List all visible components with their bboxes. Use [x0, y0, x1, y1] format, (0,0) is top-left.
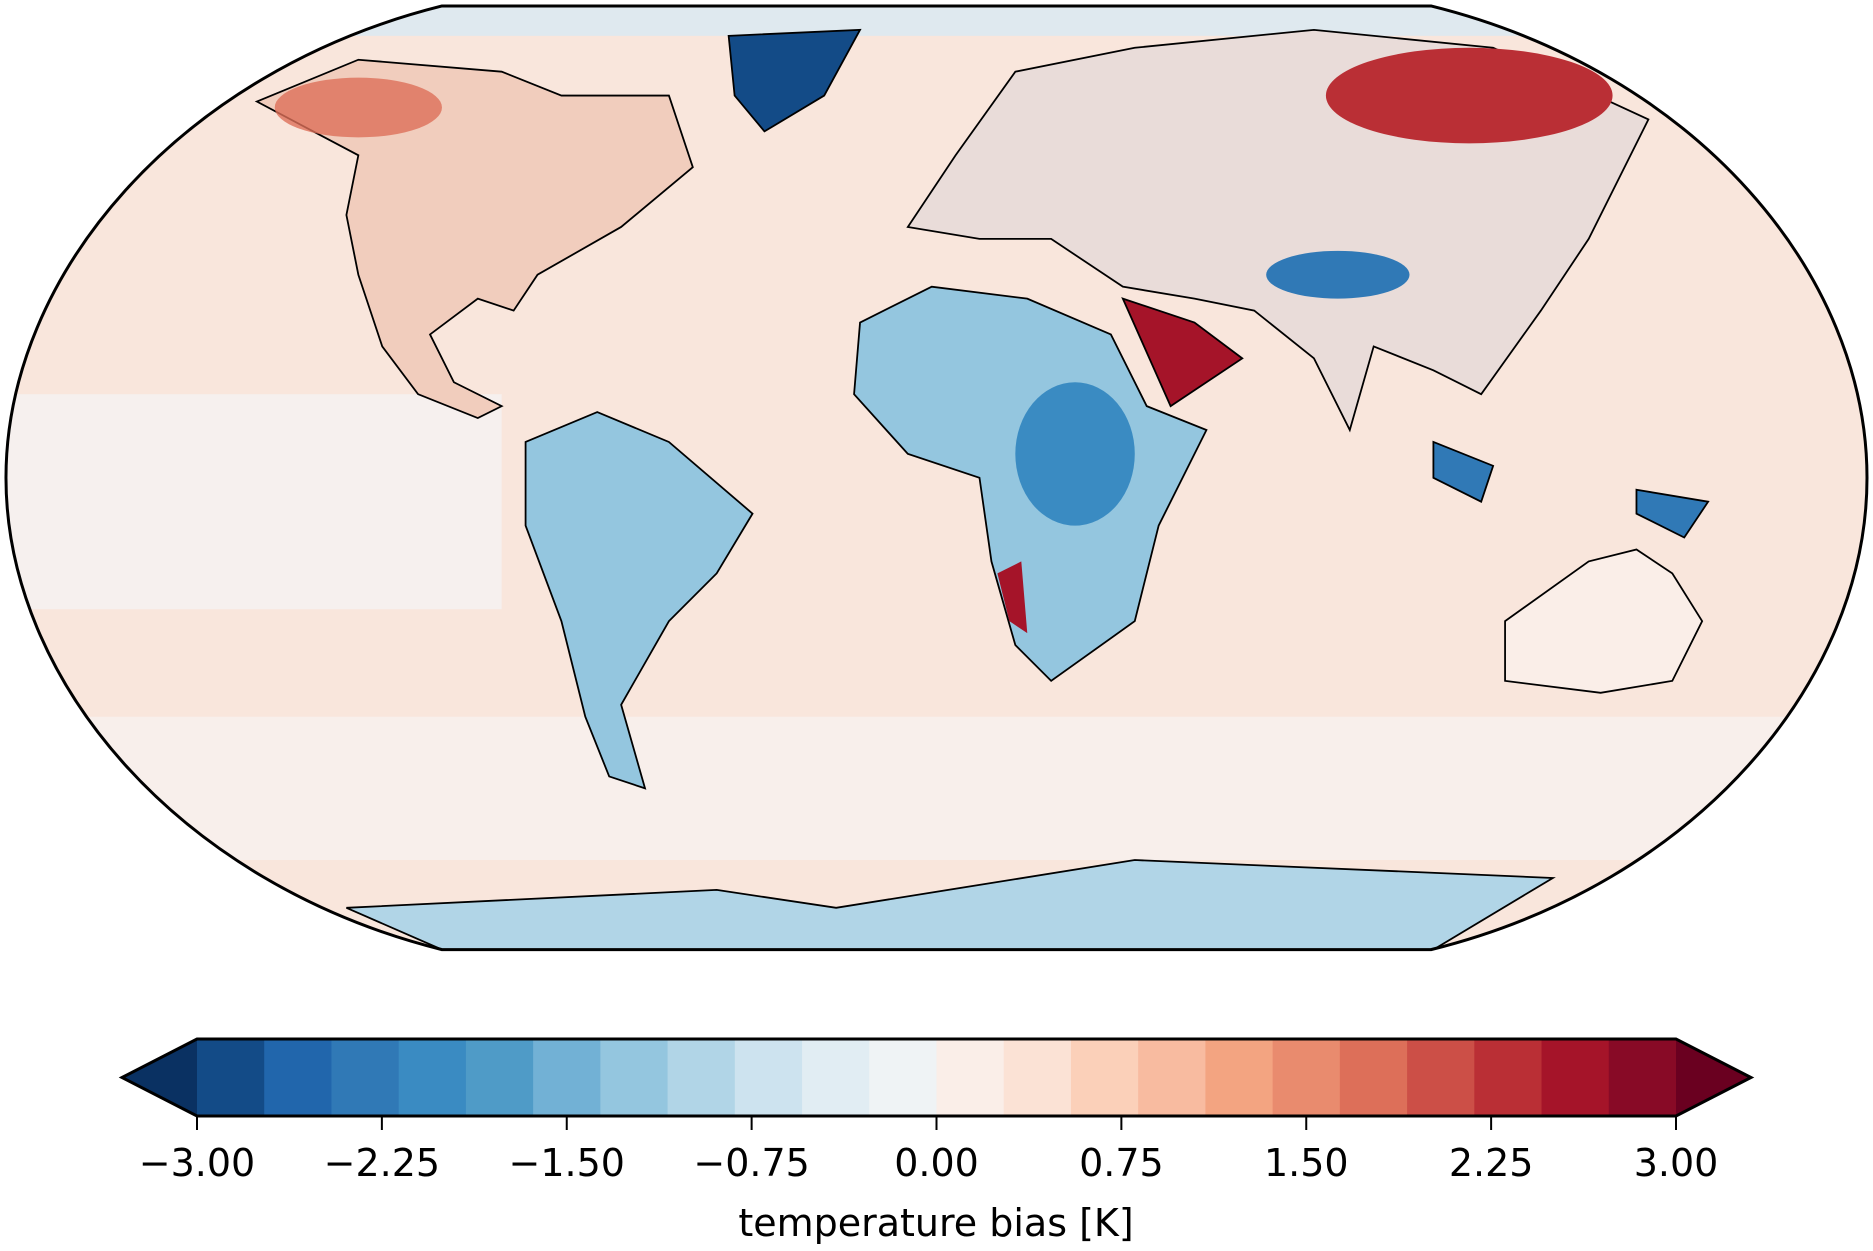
- colorbar-segment: [600, 1039, 669, 1116]
- continent-antarctica: [346, 859, 1556, 950]
- continent-south-america: [524, 411, 754, 790]
- colorbar-tick-label: −3.00: [139, 1141, 255, 1185]
- map-boundary: [4, 4, 1869, 952]
- continent-north-america: [254, 58, 694, 420]
- colorbar-tick-label: 1.50: [1264, 1141, 1349, 1185]
- southern-ocean-band: [5, 716, 1868, 861]
- continent-maritime-asia: [1432, 440, 1710, 539]
- namib-warm-bias: [997, 561, 1028, 634]
- colorbar-segment: [1272, 1039, 1341, 1116]
- colorbar-extend-max: [1676, 1039, 1751, 1116]
- colorbar-tick-label: 2.25: [1449, 1141, 1534, 1185]
- colorbar-segment: [1339, 1039, 1408, 1116]
- colorbar-segment: [936, 1039, 1005, 1116]
- colorbar-extend-min: [122, 1039, 197, 1116]
- colorbar-segment: [197, 1039, 265, 1116]
- colorbar-segment: [1205, 1039, 1274, 1116]
- colorbar-segment: [1003, 1039, 1072, 1116]
- colorbar-segment: [264, 1039, 333, 1116]
- colorbar-segment: [734, 1039, 803, 1116]
- colorbar-label: temperature bias [K]: [738, 1201, 1133, 1245]
- colorbar-segment: [667, 1039, 736, 1116]
- colorbar-segment: [1407, 1039, 1475, 1116]
- colorbar-segment: [1070, 1039, 1139, 1116]
- continent-australia: [1504, 548, 1704, 694]
- colorbar-segment: [869, 1039, 938, 1116]
- colorbar-segment: [331, 1039, 400, 1116]
- tibet-cold-bias: [1266, 250, 1410, 299]
- colorbar-segment: [533, 1039, 601, 1116]
- colorbar-segment: [802, 1039, 870, 1116]
- colorbar-tick-label: −0.75: [693, 1141, 809, 1185]
- tropical-pacific-band: [5, 394, 502, 610]
- continent-greenland: [727, 28, 862, 133]
- colorbar-segment: [1541, 1039, 1610, 1116]
- colorbar-tick-label: −2.25: [324, 1141, 440, 1185]
- colorbar-segment: [1138, 1039, 1207, 1116]
- arabia-warm-bias: [1121, 297, 1244, 408]
- alaska-warm-bias: [274, 77, 442, 138]
- colorbar-tick-label: −1.50: [509, 1141, 625, 1185]
- colorbar-segment: [1474, 1039, 1543, 1116]
- colorbar-outline: [118, 1037, 1755, 1118]
- colorbar-tick-label: 0.00: [894, 1141, 979, 1185]
- world-map: [4, 4, 1869, 952]
- colorbar-segment: [398, 1039, 467, 1116]
- colorbar-segment: [465, 1039, 534, 1116]
- colorbar-tick-label: 3.00: [1634, 1141, 1719, 1185]
- central-africa-cold-bias: [1015, 382, 1135, 526]
- colorbar-segment: [1608, 1039, 1677, 1116]
- colorbar-tick-label: 0.75: [1079, 1141, 1164, 1185]
- siberia-warm-bias: [1325, 47, 1613, 144]
